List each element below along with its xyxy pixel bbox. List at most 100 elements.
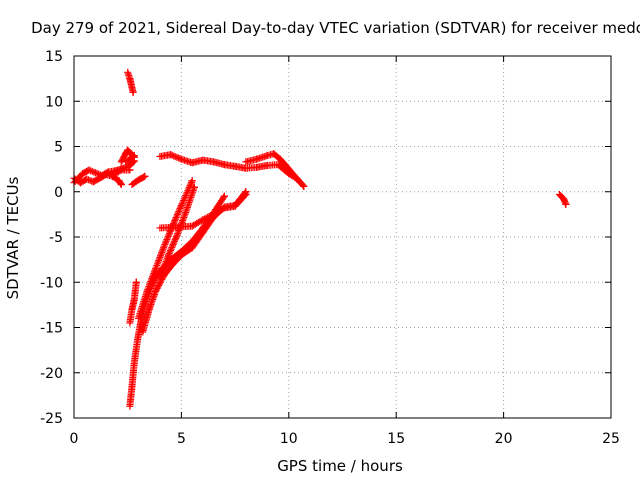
x-tick-label: 0 [70,431,79,447]
data-point [158,249,166,257]
data-point [294,177,302,185]
data-point [169,240,177,248]
data-point [156,253,164,261]
data-point [158,267,166,275]
data-point [153,261,161,269]
data-point [211,209,219,217]
data-point [200,215,208,223]
data-point [172,233,180,241]
data-point [181,210,189,218]
data-point [199,216,207,224]
data-point [166,248,174,256]
data-point [188,177,196,185]
data-point [167,245,175,253]
data-point [154,258,162,266]
data-point [90,168,98,176]
data-point [146,279,154,287]
data-segment [242,150,304,186]
data-point [85,166,93,174]
data-point [170,239,178,247]
data-point [161,261,169,269]
data-point [220,192,228,200]
x-tick-label: 5 [177,431,186,447]
data-point [157,272,165,280]
data-point [155,255,163,263]
data-point [179,198,187,206]
data-point [170,152,178,160]
y-tick-label: 0 [54,185,63,201]
data-point [144,284,152,292]
data-point [126,166,134,174]
data-point [219,194,227,202]
data-point [175,206,183,214]
data-point [168,151,176,159]
data-point [300,182,308,190]
data-point [88,167,96,175]
data-point [173,212,181,220]
data-series [70,68,570,410]
x-tick-label: 10 [280,431,298,447]
data-point [242,190,250,198]
data-point [214,207,222,215]
data-point [83,175,91,183]
data-point [171,217,179,225]
data-segment [126,278,140,327]
data-point [91,169,99,177]
data-point [178,200,186,208]
data-point [155,257,163,265]
data-point [164,253,172,261]
data-point [143,287,151,295]
y-axis-label: SDTVAR / TECUs [4,176,22,299]
data-point [180,212,188,220]
data-point [172,214,180,222]
x-tick-label: 15 [387,431,405,447]
data-segment [555,190,570,208]
data-point [208,211,216,219]
data-point [162,258,170,266]
data-point [152,286,160,294]
data-segment [124,68,137,96]
data-point [173,153,181,161]
data-segment [109,166,134,179]
data-point [172,234,180,242]
data-point [162,237,170,245]
data-point [165,231,173,239]
data-point [241,192,249,200]
x-tick-label: 25 [602,431,620,447]
data-point [160,262,168,270]
data-point [141,172,149,180]
data-point [179,217,187,225]
data-point [147,276,155,284]
data-point [296,178,304,186]
x-tick-label: 20 [495,431,513,447]
data-point [147,278,155,286]
data-point [87,167,95,175]
data-point [159,266,167,274]
data-point [171,236,179,244]
data-point [163,236,171,244]
data-point [163,254,171,262]
data-point [174,154,182,162]
data-point [202,214,210,222]
data-segment [117,146,138,166]
data-point [180,195,188,203]
data-point [160,242,168,250]
data-point [181,193,189,201]
data-point [163,256,171,264]
data-point [144,286,152,294]
data-point [157,252,165,260]
data-point [177,201,185,209]
data-point [187,180,195,188]
data-point [154,283,162,291]
data-point [145,282,153,290]
data-point [117,179,125,187]
data-point [161,240,169,248]
data-point [210,210,218,218]
y-tick-label: 5 [54,140,63,156]
data-point [151,266,159,274]
data-point [158,269,166,277]
data-point [168,242,176,250]
data-point [149,273,157,281]
y-tick-label: -5 [49,230,63,246]
